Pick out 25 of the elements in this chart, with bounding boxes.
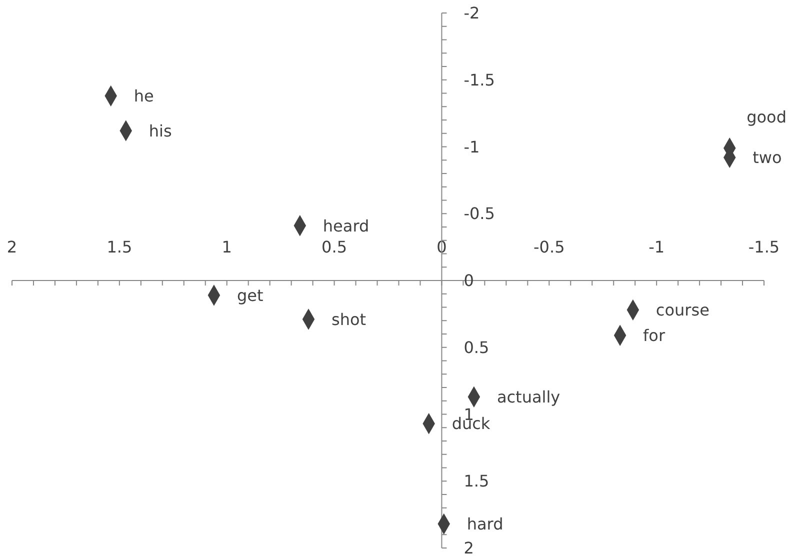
annotation: shot bbox=[332, 310, 366, 329]
annotation: actually bbox=[496, 387, 560, 406]
annotation: course bbox=[656, 300, 710, 320]
x-tick-label: -1 bbox=[648, 238, 665, 256]
annotation: he bbox=[134, 86, 154, 106]
x-tick-label: 0.5 bbox=[322, 238, 348, 256]
x-tick-label: 1 bbox=[222, 238, 232, 256]
y-tick-label: -0.5 bbox=[464, 204, 495, 224]
annotation: get bbox=[236, 286, 264, 305]
y-tick-label: -2 bbox=[464, 4, 480, 23]
y-tick-label: -1.5 bbox=[464, 70, 495, 90]
x-tick-label: 2 bbox=[6, 238, 18, 256]
x-tick-label: -0.5 bbox=[534, 238, 565, 256]
y-tick-label: 1.5 bbox=[464, 472, 490, 491]
x-tick-label: -1.5 bbox=[748, 238, 780, 256]
x-tick-label: 1.5 bbox=[106, 238, 132, 256]
y-tick-label: 2 bbox=[464, 538, 474, 558]
annotation: good bbox=[746, 108, 787, 127]
annotation: for bbox=[643, 326, 666, 345]
annotation: heard bbox=[322, 216, 370, 236]
y-tick-label: 0.5 bbox=[464, 338, 490, 357]
annotation: two bbox=[752, 148, 782, 168]
annotation: hard bbox=[466, 514, 504, 534]
y-tick-label: -1 bbox=[464, 137, 480, 156]
annotation: his bbox=[148, 121, 172, 140]
